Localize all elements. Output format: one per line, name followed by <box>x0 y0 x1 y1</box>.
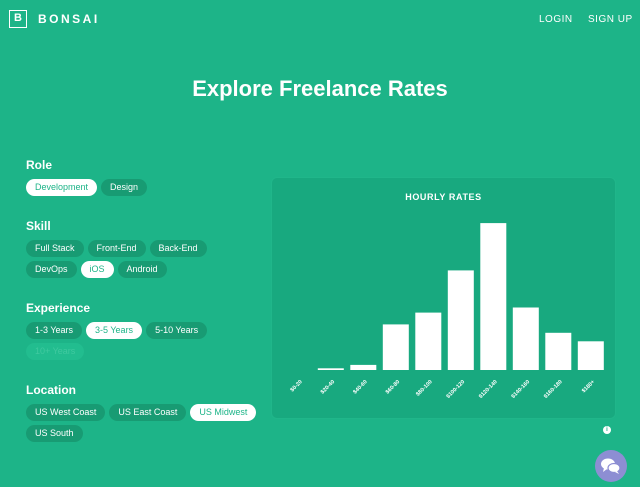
location-options-row-1: US West Coast US East Coast US Midwest <box>26 404 257 421</box>
chip-us-midwest[interactable]: US Midwest <box>190 404 257 421</box>
chip-front-end[interactable]: Front-End <box>87 240 146 257</box>
role-label: Role <box>26 158 53 172</box>
location-filter: Location US West Coast US East Coast US Mi… <box>26 383 257 446</box>
chart-title: HOURLY RATES <box>405 192 482 202</box>
x-tick-label: $40-60 <box>352 379 368 395</box>
bar-9 <box>577 341 604 370</box>
role-filter: Role Development Design <box>26 158 148 200</box>
info-icon[interactable]: i <box>603 426 611 434</box>
x-tick-label: $180+ <box>581 379 596 394</box>
skill-options-row-2: DevOps iOS Android <box>26 261 207 278</box>
bar-4 <box>415 312 442 370</box>
bar-5 <box>447 270 474 370</box>
x-tick-label: $20-40 <box>320 379 336 395</box>
chip-ios[interactable]: iOS <box>80 261 114 278</box>
bar-7 <box>512 307 539 370</box>
x-tick-label: $60-80 <box>385 379 401 395</box>
role-options: Development Design <box>26 179 148 196</box>
signup-link[interactable]: SIGN UP <box>588 14 633 25</box>
x-tick-label: $0-20 <box>290 379 304 393</box>
bar-2 <box>350 364 377 370</box>
experience-label: Experience <box>26 301 91 315</box>
chip-us-east-coast[interactable]: US East Coast <box>109 404 187 421</box>
chip-design[interactable]: Design <box>101 179 148 196</box>
x-tick-label: $100-120 <box>446 379 467 400</box>
login-link[interactable]: LOGIN <box>539 14 573 25</box>
chip-us-south[interactable]: US South <box>26 425 83 442</box>
location-options-row-2: US South <box>26 425 256 442</box>
bar-3 <box>382 324 409 370</box>
x-tick-label: $120-140 <box>478 379 499 400</box>
chip-3-5-years[interactable]: 3-5 Years <box>86 322 143 339</box>
skill-filter: Skill Full Stack Front-End Back-End DevOps… <box>26 219 207 282</box>
x-tick-label: $80-100 <box>415 379 434 398</box>
chart-plot: $0-20 $20-40 $40-60 $60-80 $80-100 $100-120 $1… <box>290 223 604 400</box>
location-label: Location <box>26 383 76 397</box>
chip-10-years: 10+ Years <box>26 343 85 360</box>
bar-6 <box>480 223 507 370</box>
top-navigation: B BONSAI LOGIN SIGN UP <box>0 0 640 40</box>
bonsai-logo-icon[interactable]: B <box>9 10 27 28</box>
chip-1-3-years[interactable]: 1-3 Years <box>26 322 83 339</box>
bar-8 <box>545 332 572 370</box>
chip-back-end[interactable]: Back-End <box>149 240 207 257</box>
x-tick-label: $160-180 <box>543 379 564 400</box>
x-tick-label: $140-160 <box>511 379 532 400</box>
chip-development[interactable]: Development <box>26 179 98 196</box>
brand-name[interactable]: BONSAI <box>38 12 100 26</box>
experience-options-row-2: 10+ Years <box>26 343 207 360</box>
skill-options-row-1: Full Stack Front-End Back-End <box>26 240 207 257</box>
bar-1 <box>317 368 344 370</box>
chip-us-west-coast[interactable]: US West Coast <box>26 404 106 421</box>
hourly-rates-chart: HOURLY RATES $0-20 $20-40 $40-60 $60-80 $80-… <box>271 177 616 419</box>
chip-5-10-years[interactable]: 5-10 Years <box>146 322 208 339</box>
chip-full-stack[interactable]: Full Stack <box>26 240 84 257</box>
skill-label: Skill <box>26 219 51 233</box>
chat-icon[interactable] <box>595 450 627 482</box>
page-title: Explore Freelance Rates <box>192 76 448 101</box>
chip-android[interactable]: Android <box>117 261 167 278</box>
experience-filter: Experience 1-3 Years 3-5 Years 5-10 Years … <box>26 301 208 364</box>
chip-devops[interactable]: DevOps <box>26 261 77 278</box>
experience-options-row-1: 1-3 Years 3-5 Years 5-10 Years <box>26 322 208 339</box>
